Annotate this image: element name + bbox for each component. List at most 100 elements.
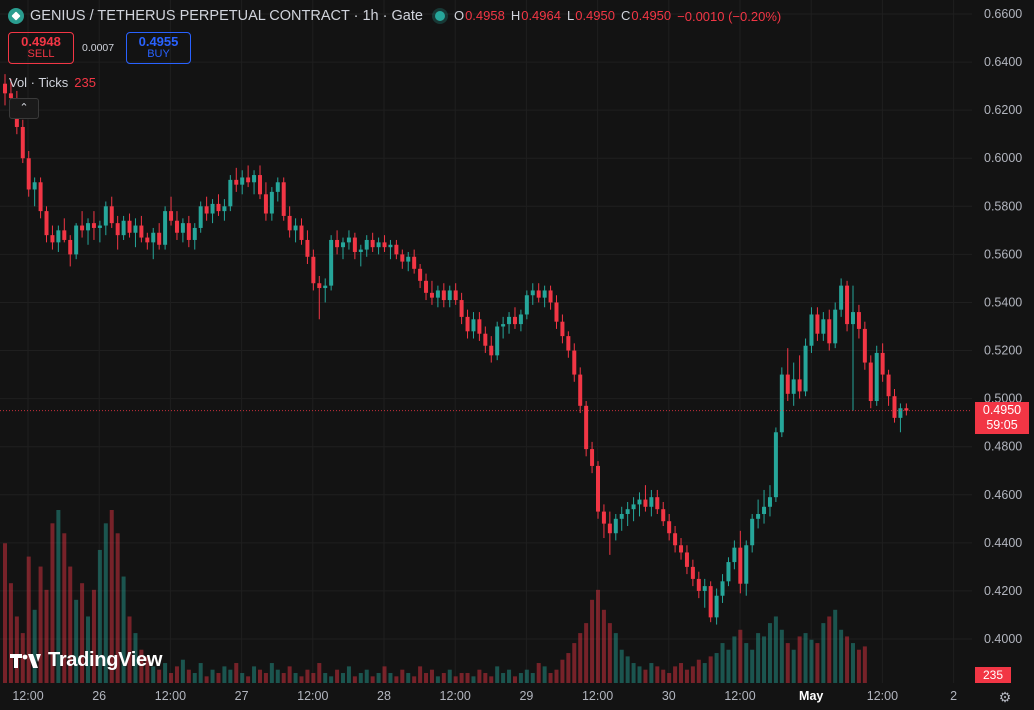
- candle-body: [643, 499, 648, 507]
- candle-body: [210, 203, 215, 214]
- volume-bar: [542, 666, 547, 683]
- collapse-legend-button[interactable]: ⌃: [9, 98, 39, 119]
- candle-body: [180, 223, 185, 233]
- volume-bar: [234, 663, 239, 683]
- volume-bar: [8, 583, 13, 683]
- sell-price: 0.4948: [21, 34, 61, 49]
- volume-bar: [293, 673, 298, 683]
- candle-body: [750, 518, 755, 546]
- candle-body: [483, 333, 488, 346]
- candle-body: [20, 126, 25, 159]
- candle-body: [216, 203, 221, 212]
- candle-body: [862, 328, 867, 363]
- candle-body: [572, 350, 577, 375]
- time-tick-label: 12:00: [440, 689, 471, 703]
- chart-settings-button[interactable]: ⚙: [996, 688, 1014, 706]
- tradingview-logo[interactable]: TradingView: [10, 649, 162, 672]
- sell-button[interactable]: 0.4948 SELL: [8, 32, 74, 64]
- ohlc-key-c: C: [620, 8, 631, 23]
- candle-body: [50, 235, 55, 243]
- candle-body: [690, 566, 695, 579]
- time-tick-label: 12:00: [582, 689, 613, 703]
- time-tick-label: 12:00: [297, 689, 328, 703]
- candle-body: [673, 533, 678, 546]
- candle-body: [584, 405, 589, 450]
- volume-bar: [352, 676, 357, 683]
- last-price-badge: 0.4950 59:05: [975, 402, 1029, 434]
- brand-text: TradingView: [48, 649, 163, 671]
- candle-body: [447, 290, 452, 301]
- candle-body: [341, 242, 346, 248]
- volume-bar: [856, 649, 861, 683]
- buy-button[interactable]: 0.4955 BUY: [126, 32, 191, 64]
- volume-bar: [240, 673, 245, 683]
- candle-body: [512, 316, 517, 325]
- candle-body: [554, 302, 559, 322]
- time-tick-label: 12:00: [867, 689, 898, 703]
- volume-bar: [346, 666, 351, 683]
- price-axis[interactable]: 0.6600 0.6400 0.6200 0.6000 0.5800 0.5600 0.54…: [984, 7, 1022, 646]
- candle-body: [667, 521, 672, 534]
- candle-body: [708, 586, 713, 618]
- price-tick-label: 0.6000: [984, 151, 1022, 165]
- volume-bar: [661, 669, 666, 683]
- candle-body: [518, 314, 523, 325]
- volume-bar: [839, 629, 844, 683]
- candle-body: [186, 223, 191, 240]
- volume-bar: [115, 533, 120, 683]
- volume-legend-value: 235: [74, 75, 96, 90]
- candle-body: [874, 352, 879, 402]
- volume-bar: [252, 666, 257, 683]
- volume-bar: [263, 673, 268, 683]
- candle-body: [406, 256, 411, 262]
- volume-bar: [655, 666, 660, 683]
- candle-body: [821, 319, 826, 334]
- time-tick-label: 12:00: [12, 689, 43, 703]
- candle-body: [240, 177, 245, 185]
- candle-body: [388, 244, 393, 248]
- volume-bar: [679, 663, 684, 683]
- price-tick-label: 0.5600: [984, 247, 1022, 261]
- symbol-title[interactable]: GENIUS / TETHERUS PERPETUAL CONTRACT · 1…: [30, 8, 423, 24]
- candle-body: [32, 182, 37, 190]
- candle-body: [293, 225, 298, 231]
- market-status-icon: [434, 11, 445, 21]
- candle-body: [74, 225, 79, 255]
- volume-bar: [382, 666, 387, 683]
- candle-body: [845, 285, 850, 325]
- candle-body: [269, 191, 274, 214]
- candle-body: [435, 290, 440, 298]
- volume-bar: [103, 523, 108, 683]
- candle-body: [97, 225, 102, 228]
- volume-legend: Vol · Ticks 235: [9, 75, 96, 90]
- time-axis[interactable]: 12:00 26 12:00 27 12:00 28 12:00 29 12:00 30 12:00…: [12, 689, 957, 703]
- volume-bar: [773, 616, 778, 683]
- volume-bar: [186, 669, 191, 683]
- time-tick-label: 12:00: [155, 689, 186, 703]
- candle-body: [174, 220, 179, 233]
- candle-body: [281, 182, 286, 216]
- candle-body: [613, 518, 618, 534]
- candle-body: [346, 237, 351, 243]
- volume-legend-label[interactable]: Vol · Ticks: [9, 75, 69, 90]
- volume-bar: [329, 676, 334, 683]
- candle-body: [684, 552, 689, 567]
- candle-body: [299, 225, 304, 240]
- volume-bar: [429, 669, 434, 683]
- volume-bar: [180, 659, 185, 683]
- candle-body: [536, 290, 541, 298]
- candle-body: [477, 319, 482, 334]
- volume-bar: [791, 649, 796, 683]
- volume-bar: [14, 616, 19, 683]
- candle-body: [868, 362, 873, 402]
- volume-bar: [738, 629, 743, 683]
- volume-bar: [578, 633, 583, 683]
- price-tick-label: 0.4200: [984, 584, 1022, 598]
- volume-bar: [370, 676, 375, 683]
- volume-bar: [157, 669, 162, 683]
- volume-bar: [767, 623, 772, 683]
- candle-body: [720, 581, 725, 596]
- volume-bar: [465, 673, 470, 683]
- spread-value: 0.0007: [82, 42, 115, 54]
